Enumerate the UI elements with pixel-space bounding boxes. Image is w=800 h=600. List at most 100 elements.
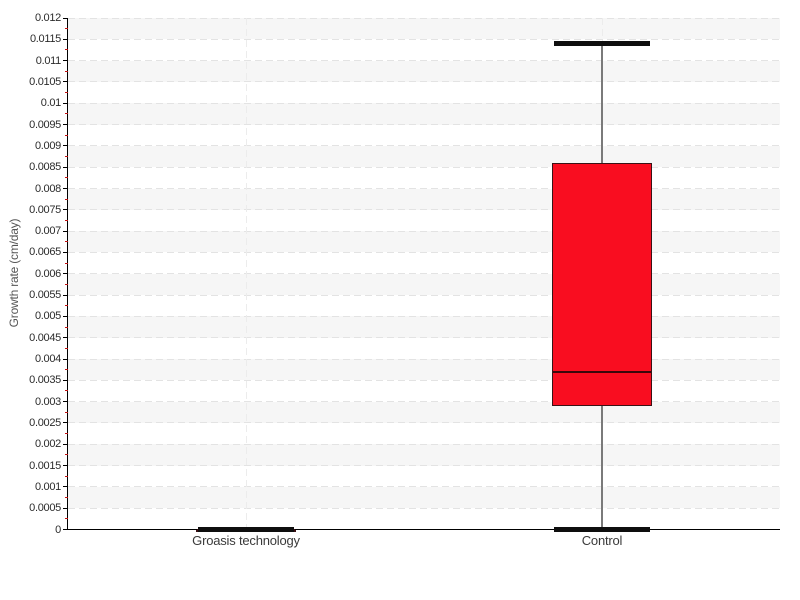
y-minor-tick (65, 305, 68, 307)
plot-band (68, 486, 780, 509)
y-gridline (68, 379, 780, 381)
y-minor-tick (65, 390, 68, 392)
y-gridline (68, 166, 780, 168)
y-tick (63, 38, 68, 40)
y-tick (63, 294, 68, 296)
y-minor-tick (65, 518, 68, 520)
y-minor-tick (65, 219, 68, 221)
x-category-label: Groasis technology (192, 533, 300, 548)
y-tick (63, 81, 68, 83)
y-tick (63, 337, 68, 339)
y-tick (63, 465, 68, 467)
median-line (553, 370, 651, 373)
y-minor-tick (65, 475, 68, 477)
plot-band (68, 422, 780, 445)
plot-band (68, 316, 780, 338)
plot-band (68, 465, 780, 487)
y-tick (63, 145, 68, 147)
y-minor-tick (65, 283, 68, 285)
y-tick (63, 230, 68, 232)
category-gridline (245, 18, 247, 529)
plot-band (68, 295, 780, 317)
y-tick-label: 0.0115 (29, 33, 61, 46)
y-minor-tick (65, 134, 68, 136)
y-tick-label: 0.0025 (29, 416, 61, 429)
y-gridline (68, 17, 780, 19)
y-tick (63, 507, 68, 509)
y-gridline (68, 124, 780, 126)
whisker-cap (554, 527, 650, 532)
y-minor-tick (65, 433, 68, 435)
y-tick-label: 0.0095 (29, 118, 61, 131)
y-tick (63, 273, 68, 275)
y-tick (63, 358, 68, 360)
y-minor-tick (65, 177, 68, 179)
y-tick-label: 0.004 (34, 353, 61, 365)
y-tick-label: 0.002 (34, 438, 61, 451)
y-gridline (68, 273, 780, 275)
y-tick-label: 0.0085 (29, 161, 61, 174)
y-tick (63, 401, 68, 403)
y-tick (63, 422, 68, 424)
y-tick-label: 0.005 (34, 310, 61, 323)
y-minor-tick (65, 326, 68, 328)
y-tick-label: 0.008 (34, 182, 61, 195)
y-tick (63, 443, 68, 445)
plot-band (68, 359, 780, 381)
y-tick-label: 0.0035 (29, 374, 61, 387)
y-gridline (68, 251, 780, 253)
y-gridline (68, 294, 780, 296)
y-tick-label: 0.011 (35, 54, 62, 67)
y-tick-label: 0.0075 (29, 203, 61, 216)
y-gridline (68, 38, 780, 40)
y-tick (63, 102, 68, 104)
y-tick-label: 0.0055 (29, 289, 61, 302)
y-gridline (68, 443, 780, 445)
plot-band (68, 60, 780, 82)
y-tick (63, 166, 68, 168)
y-tick (63, 17, 68, 19)
y-minor-tick (65, 241, 68, 243)
y-tick-label: 0.0015 (29, 459, 61, 472)
y-gridline (68, 145, 780, 147)
y-gridline (68, 358, 780, 360)
y-minor-tick (65, 497, 68, 499)
plot-band (68, 188, 780, 210)
plot-band (68, 252, 780, 274)
y-gridline (68, 60, 780, 62)
y-tick (63, 60, 68, 62)
y-tick (63, 486, 68, 488)
y-tick-label: 0.006 (34, 267, 61, 280)
y-minor-tick (65, 49, 68, 51)
plot-band (68, 337, 780, 359)
y-tick-label: 0.0105 (29, 75, 61, 88)
y-gridline (68, 188, 780, 189)
plot-band (68, 18, 780, 40)
y-minor-tick (65, 156, 68, 158)
y-tick (63, 188, 68, 189)
plot-band (68, 380, 780, 402)
y-tick (63, 379, 68, 381)
y-tick-label: 0.001 (34, 480, 61, 493)
y-tick-label: 0.012 (34, 12, 61, 24)
plot-band (68, 124, 780, 146)
plot-band (68, 401, 780, 423)
y-tick-label: 0.003 (34, 395, 61, 408)
y-minor-tick (65, 347, 68, 349)
plot-band (68, 508, 780, 530)
y-gridline (68, 401, 780, 403)
y-tick (63, 315, 68, 317)
y-gridline (68, 209, 780, 211)
plot-band (68, 167, 780, 189)
box-iqr[interactable] (552, 162, 652, 406)
y-gridline (68, 230, 780, 232)
y-minor-tick (65, 369, 68, 371)
y-tick-label: 0.0005 (29, 502, 61, 515)
y-tick-label: 0.01 (40, 97, 62, 110)
y-minor-tick (65, 198, 68, 200)
y-tick (63, 251, 68, 253)
x-axis-line (68, 528, 780, 530)
y-tick (63, 209, 68, 211)
y-minor-tick (65, 28, 68, 30)
y-gridline (68, 315, 780, 317)
